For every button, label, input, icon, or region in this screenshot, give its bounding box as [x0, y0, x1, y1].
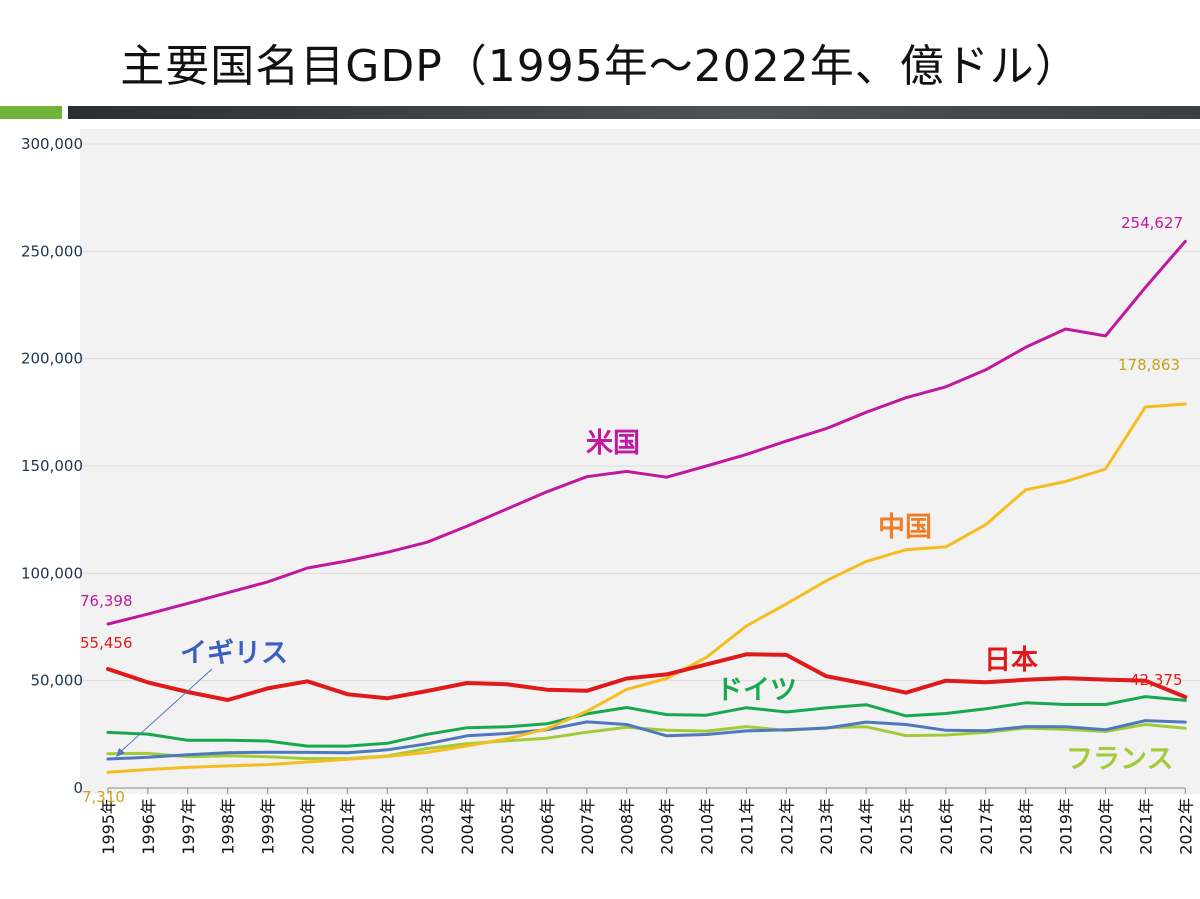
label-china-1995: 7,310	[82, 788, 125, 806]
x-axis-ticks: 1995年 1996年 1997年 1998年 1999年 2000年 2001年 2002年…	[99, 788, 1195, 855]
series-line-4	[106, 719, 1187, 761]
label-japan-2022: 42,375	[1130, 671, 1183, 689]
series-label-france: フランス	[1066, 744, 1173, 775]
x-tick-label: 1997年	[179, 798, 198, 855]
x-tick-label: 1995年	[99, 798, 118, 855]
x-tick-label: 2002年	[378, 798, 397, 855]
x-tick-label: 1999年	[259, 798, 278, 855]
x-tick-label: 2007年	[578, 798, 597, 855]
y-tick-label: 250,000	[21, 242, 83, 260]
series-label-uk: イギリス	[180, 638, 288, 669]
y-tick-label: 200,000	[21, 350, 83, 368]
uk-callout-line	[117, 668, 213, 755]
plot-background	[80, 129, 1200, 794]
label-japan-1995: 55,456	[80, 634, 133, 652]
accent-bar-dark	[68, 106, 1200, 119]
accent-bar-green	[0, 106, 62, 119]
chart-title: 主要国名目GDP（1995年～2022年、億ドル）	[120, 41, 1080, 92]
series-label-us: 米国	[586, 428, 640, 459]
x-tick-label: 1996年	[139, 798, 158, 855]
series-line-0	[106, 239, 1187, 626]
x-tick-label: 2013年	[817, 798, 836, 855]
x-tick-label: 2000年	[299, 798, 318, 855]
x-tick-label: 2006年	[538, 798, 557, 855]
x-tick-label: 2017年	[977, 798, 996, 855]
x-tick-label: 2021年	[1136, 798, 1155, 855]
y-axis-ticks: 0 50,000 100,000 150,000 200,000 250,000 300,0…	[21, 135, 83, 797]
x-tick-label: 2005年	[498, 798, 517, 855]
gridlines	[82, 143, 1200, 682]
x-tick-label: 2003年	[418, 798, 437, 855]
y-tick-label: 0	[73, 779, 83, 797]
series-line-1	[106, 402, 1187, 774]
x-tick-label: 2015年	[897, 798, 916, 855]
x-tick-label: 1998年	[219, 798, 238, 855]
x-tick-label: 2009年	[658, 798, 677, 855]
series-lines	[106, 239, 1188, 774]
series-label-japan: 日本	[984, 645, 1038, 676]
x-tick-label: 2008年	[618, 798, 637, 855]
x-tick-label: 2001年	[338, 798, 357, 855]
x-tick-label: 2012年	[777, 798, 796, 855]
line-chart: 0 50,000 100,000 150,000 200,000 250,000 300,0…	[21, 129, 1200, 855]
x-tick-label: 2014年	[857, 798, 876, 855]
x-tick-label: 2022年	[1176, 798, 1195, 855]
y-tick-label: 50,000	[31, 672, 84, 690]
y-tick-label: 100,000	[21, 564, 83, 582]
series-line-2	[106, 652, 1188, 702]
x-tick-label: 2020年	[1097, 798, 1116, 855]
x-tick-label: 2016年	[937, 798, 956, 855]
x-tick-label: 2010年	[698, 798, 717, 855]
y-tick-label: 300,000	[21, 135, 83, 153]
x-tick-label: 2018年	[1017, 798, 1036, 855]
x-tick-label: 2019年	[1057, 798, 1076, 855]
label-us-2022: 254,627	[1121, 214, 1183, 232]
series-line-3	[106, 695, 1187, 748]
series-label-germany: ドイツ	[716, 675, 797, 706]
label-us-1995: 76,398	[80, 592, 133, 610]
x-tick-label: 2011年	[737, 798, 756, 855]
x-tick-label: 2004年	[458, 798, 477, 855]
label-china-2022: 178,863	[1118, 356, 1180, 374]
y-tick-label: 150,000	[21, 457, 83, 475]
uk-callout-arrowhead	[116, 748, 125, 757]
series-label-china: 中国	[878, 512, 932, 543]
